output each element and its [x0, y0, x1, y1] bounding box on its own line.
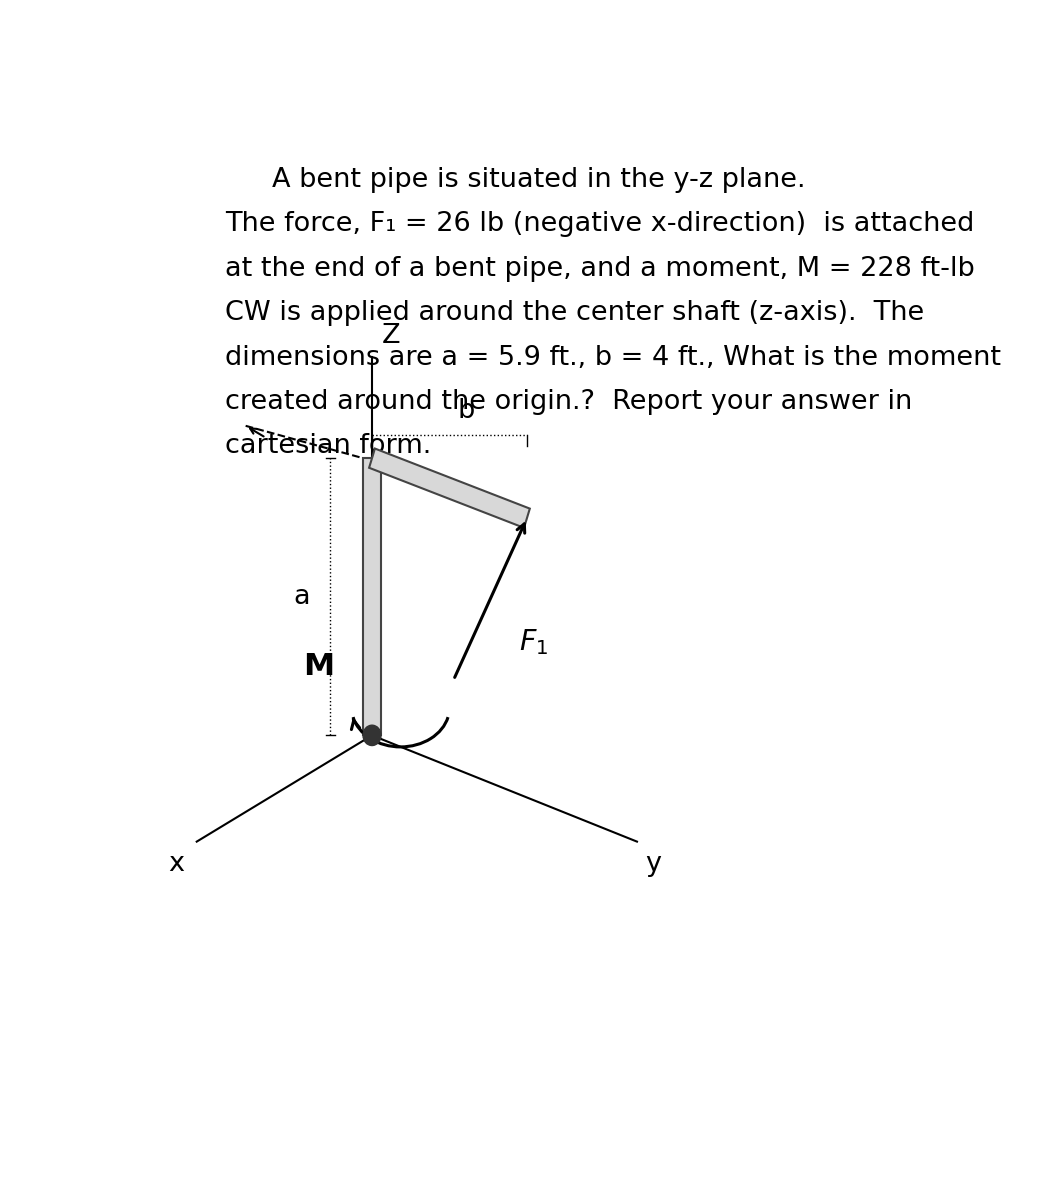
Bar — [363, 458, 381, 736]
Text: at the end of a bent pipe, and a moment, M = 228 ft-lb: at the end of a bent pipe, and a moment,… — [225, 256, 975, 282]
Text: b: b — [458, 398, 474, 424]
Text: Z: Z — [382, 323, 401, 349]
Polygon shape — [369, 449, 530, 528]
Text: M: M — [303, 652, 335, 680]
Text: x: x — [168, 851, 184, 877]
Text: A bent pipe is situated in the y-z plane.: A bent pipe is situated in the y-z plane… — [272, 167, 806, 193]
Text: y: y — [645, 851, 661, 877]
Text: created around the origin.?  Report your answer in: created around the origin.? Report your … — [225, 389, 912, 415]
Text: CW is applied around the center shaft (z-axis).  The: CW is applied around the center shaft (z… — [225, 300, 925, 326]
Text: a: a — [294, 583, 310, 610]
Text: cartesian form.: cartesian form. — [225, 433, 431, 460]
Circle shape — [363, 725, 381, 745]
Text: $F_1$: $F_1$ — [519, 626, 548, 656]
Text: The force, F₁ = 26 lb (negative x-direction)  is attached: The force, F₁ = 26 lb (negative x-direct… — [225, 211, 974, 238]
Text: dimensions are a = 5.9 ft., b = 4 ft., What is the moment: dimensions are a = 5.9 ft., b = 4 ft., W… — [225, 344, 1002, 371]
